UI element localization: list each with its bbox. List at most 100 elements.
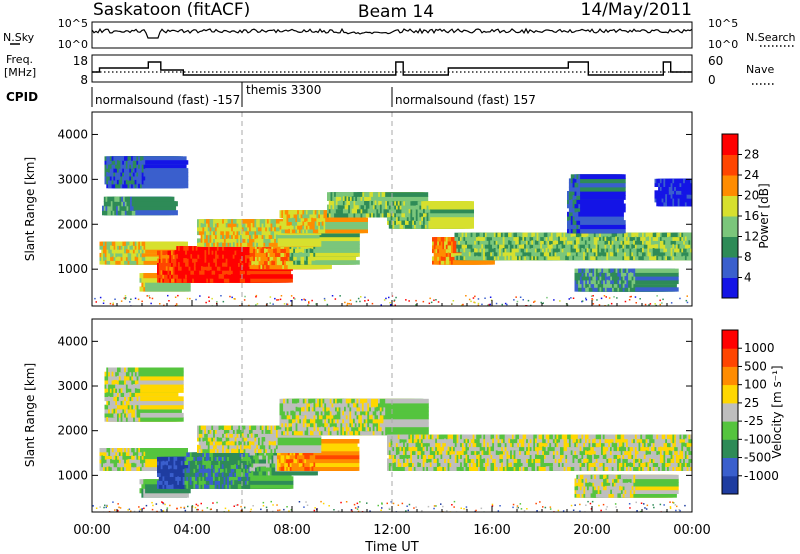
- heatmap-cell: [628, 299, 631, 301]
- heatmap-cell: [566, 304, 569, 306]
- heatmap-cell: [131, 196, 175, 202]
- heatmap-cell: [311, 299, 313, 302]
- heatmap-cell: [129, 301, 131, 303]
- colorbar-tick-label: 12: [744, 230, 759, 244]
- heatmap-cell: [635, 302, 637, 304]
- heatmap-cell: [290, 300, 292, 302]
- heatmap-cell: [280, 295, 283, 297]
- heatmap-cell: [145, 160, 189, 165]
- beam-label: Beam 14: [358, 2, 434, 22]
- heatmap-cell: [580, 207, 626, 213]
- heatmap-cell: [371, 302, 374, 305]
- heatmap-cell: [534, 300, 536, 303]
- heatmap-cell: [679, 297, 681, 300]
- freq-line: [92, 61, 692, 76]
- heatmap-cell: [120, 300, 123, 302]
- heatmap-cell: [348, 303, 350, 305]
- heatmap-cell: [430, 301, 433, 304]
- heatmap-cell: [277, 444, 322, 450]
- colorbar-level: [722, 257, 738, 278]
- heatmap-cell: [140, 384, 184, 389]
- heatmap-cell: [408, 300, 410, 302]
- heatmap-cell: [229, 295, 231, 298]
- heatmap-cell: [474, 301, 476, 304]
- heatmap-cell: [286, 303, 289, 306]
- heatmap-cell: [269, 296, 272, 298]
- heatmap-cell: [145, 448, 188, 453]
- heatmap-cell: [385, 192, 429, 197]
- heatmap-cell: [487, 304, 489, 306]
- heatmap-cell: [357, 297, 360, 300]
- freq-left-label-line1: Freq.: [6, 53, 33, 66]
- heatmap-cell: [290, 295, 293, 297]
- heatmap-cell: [688, 194, 692, 199]
- heatmap-cell: [140, 417, 184, 422]
- heatmap-cell: [389, 302, 391, 304]
- heatmap-cell: [385, 297, 387, 300]
- heatmap-cell: [559, 300, 561, 302]
- heatmap-cell: [277, 299, 280, 301]
- heatmap-cell: [484, 297, 486, 299]
- heatmap-cell: [635, 279, 679, 285]
- heatmap-cell: [430, 220, 474, 225]
- heatmap-cell: [145, 179, 189, 185]
- heatmap-cell: [255, 304, 257, 306]
- heatmap-cell: [540, 301, 542, 304]
- y-tick-label: 2000: [57, 217, 88, 231]
- heatmap-cell: [635, 268, 679, 273]
- heatmap-cell: [211, 297, 213, 300]
- heatmap-cell: [140, 412, 184, 418]
- heatmap-cell: [143, 156, 187, 161]
- heatmap-cell: [140, 388, 184, 393]
- heatmap-cell: [349, 299, 352, 301]
- heatmap-cell: [256, 303, 259, 305]
- station-title: Saskatoon (fitACF): [93, 0, 250, 20]
- power-colorbar-label: Power [dB]: [757, 183, 771, 248]
- heatmap-cell: [546, 296, 548, 299]
- heatmap-cell: [325, 228, 368, 234]
- heatmap-cell: [533, 301, 535, 303]
- heatmap-cell: [580, 186, 626, 192]
- heatmap-cell: [140, 375, 184, 381]
- heatmap-cell: [367, 299, 369, 301]
- heatmap-cell: [145, 245, 188, 250]
- heatmap-cell: [175, 303, 178, 305]
- heatmap-cell: [624, 300, 627, 303]
- heatmap-cell: [275, 234, 320, 239]
- heatmap-cell: [315, 236, 360, 242]
- heatmap-cell: [315, 252, 360, 257]
- heatmap-cell: [174, 304, 177, 306]
- heatmap-cell: [686, 244, 692, 249]
- heatmap-cell: [140, 367, 184, 373]
- colorbar-tick-label: 16: [744, 209, 759, 223]
- colorbar-level: [722, 154, 738, 176]
- noise-line: [91, 27, 693, 39]
- heatmap-cell: [465, 295, 467, 297]
- heatmap-cell: [137, 298, 140, 301]
- noise-panel-frame: [91, 21, 693, 49]
- heatmap-cell: [430, 216, 474, 221]
- heatmap-cell: [430, 208, 474, 214]
- heatmap-cell: [250, 274, 293, 279]
- heatmap-cell: [274, 297, 276, 300]
- heatmap-cell: [686, 301, 689, 304]
- heatmap-cell: [325, 221, 368, 226]
- heatmap-cell: [167, 294, 169, 297]
- heatmap-cell: [250, 480, 294, 485]
- heatmap-cell: [385, 196, 429, 201]
- heatmap-cell: [686, 295, 688, 297]
- heatmap-cell: [208, 300, 210, 302]
- heatmap-cell: [635, 272, 679, 277]
- heatmap-cell: [380, 304, 382, 306]
- heatmap-cell: [124, 298, 127, 300]
- heatmap-cell: [123, 297, 126, 299]
- freq-panel: Freq. [MHz] 18 8 60 0 Nave: [4, 53, 776, 87]
- heatmap-cell: [580, 178, 626, 184]
- heatmap-cell: [315, 244, 360, 249]
- heatmap-cell: [461, 304, 463, 306]
- heatmap-cell: [686, 236, 692, 241]
- heatmap-cell: [430, 205, 474, 210]
